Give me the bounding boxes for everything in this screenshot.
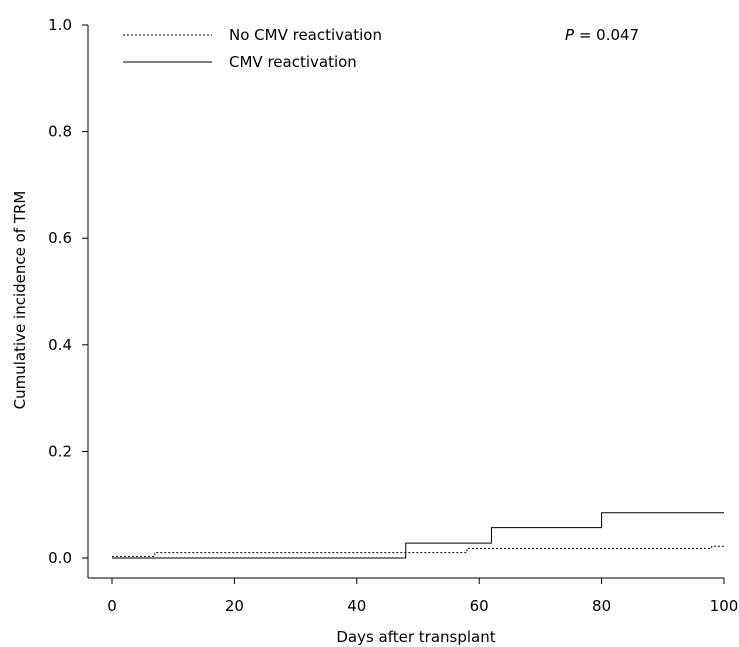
y-tick-label-2: 0.4: [48, 336, 72, 354]
legend: No CMV reactivation CMV reactivation: [123, 26, 382, 71]
x-axis-title: Days after transplant: [336, 628, 495, 646]
y-tick-label-3: 0.6: [48, 229, 72, 247]
p-value-rest: = 0.047: [574, 26, 639, 44]
x-tick-label-5: 100: [710, 597, 739, 615]
y-tick-label-4: 0.8: [48, 123, 72, 141]
series-line-no-cmv: [112, 545, 724, 557]
p-value-italic: P: [565, 26, 575, 44]
x-tick-label-4: 80: [592, 597, 611, 615]
y-tick-label-1: 0.2: [48, 442, 72, 460]
legend-label-no-cmv: No CMV reactivation: [229, 26, 382, 44]
x-tick-label-0: 0: [107, 597, 117, 615]
x-tick-label-3: 60: [470, 597, 489, 615]
y-tick-label-0: 0.0: [48, 549, 72, 567]
series-line-cmv: [112, 512, 724, 559]
p-value-annotation: P = 0.047: [565, 26, 639, 44]
x-tick-label-2: 40: [347, 597, 366, 615]
series-layer: [112, 512, 724, 559]
x-ticks: 0 20 40 60 80 100: [107, 578, 738, 615]
x-tick-label-1: 20: [225, 597, 244, 615]
axes: [87, 25, 724, 579]
legend-label-cmv: CMV reactivation: [229, 53, 357, 71]
y-ticks: 0.0 0.2 0.4 0.6 0.8 1.0: [48, 16, 88, 567]
y-tick-label-5: 1.0: [48, 16, 72, 34]
y-axis-title: Cumulative incidence of TRM: [11, 191, 29, 410]
